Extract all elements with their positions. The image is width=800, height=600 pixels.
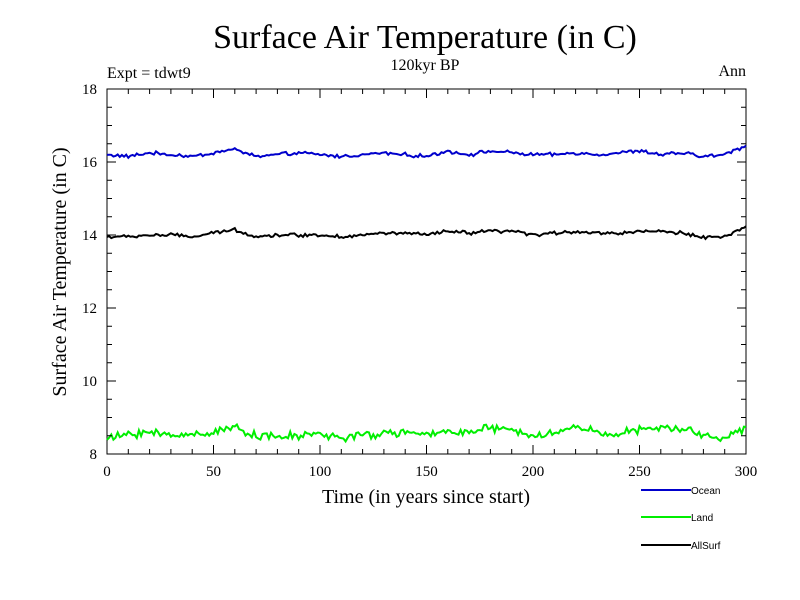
y-tick-label: 14 bbox=[82, 228, 98, 244]
y-tick-label: 8 bbox=[90, 447, 98, 463]
x-tick-label: 250 bbox=[628, 464, 651, 480]
chart-title: Surface Air Temperature (in C) bbox=[213, 19, 637, 56]
series-line-ocean bbox=[106, 144, 747, 160]
series-line-allsurf bbox=[106, 225, 747, 241]
legend-label-allsurf: AllSurf bbox=[691, 541, 721, 552]
y-tick-label: 12 bbox=[82, 301, 97, 317]
plot-area bbox=[106, 88, 747, 455]
y-tick-label: 16 bbox=[82, 155, 98, 171]
legend-label-ocean: Ocean bbox=[691, 486, 720, 497]
chart-subtitle: 120kyr BP bbox=[391, 57, 460, 74]
x-axis-label: Time (in years since start) bbox=[322, 486, 530, 508]
plot-frame bbox=[106, 88, 747, 455]
y-axis-label: Surface Air Temperature (in C) bbox=[49, 147, 71, 396]
legend-label-land: Land bbox=[691, 513, 713, 524]
experiment-note: Expt = tdwt9 bbox=[107, 65, 191, 82]
x-tick-label: 100 bbox=[309, 464, 332, 480]
x-tick-label: 200 bbox=[522, 464, 545, 480]
series-line-land bbox=[106, 422, 747, 444]
y-tick-label: 18 bbox=[82, 82, 97, 98]
period-note: Ann bbox=[718, 63, 746, 80]
y-tick-label: 10 bbox=[82, 374, 97, 390]
legend: Ocean Land AllSurf bbox=[641, 486, 721, 552]
x-tick-label: 50 bbox=[206, 464, 221, 480]
x-tick-label: 300 bbox=[735, 464, 758, 480]
x-tick-label: 150 bbox=[415, 464, 438, 480]
ticks-layer: 0 50 100 150 200 250 300 8 10 12 14 16 18 bbox=[82, 82, 757, 480]
series-layer bbox=[106, 144, 747, 444]
x-tick-label: 0 bbox=[103, 464, 111, 480]
